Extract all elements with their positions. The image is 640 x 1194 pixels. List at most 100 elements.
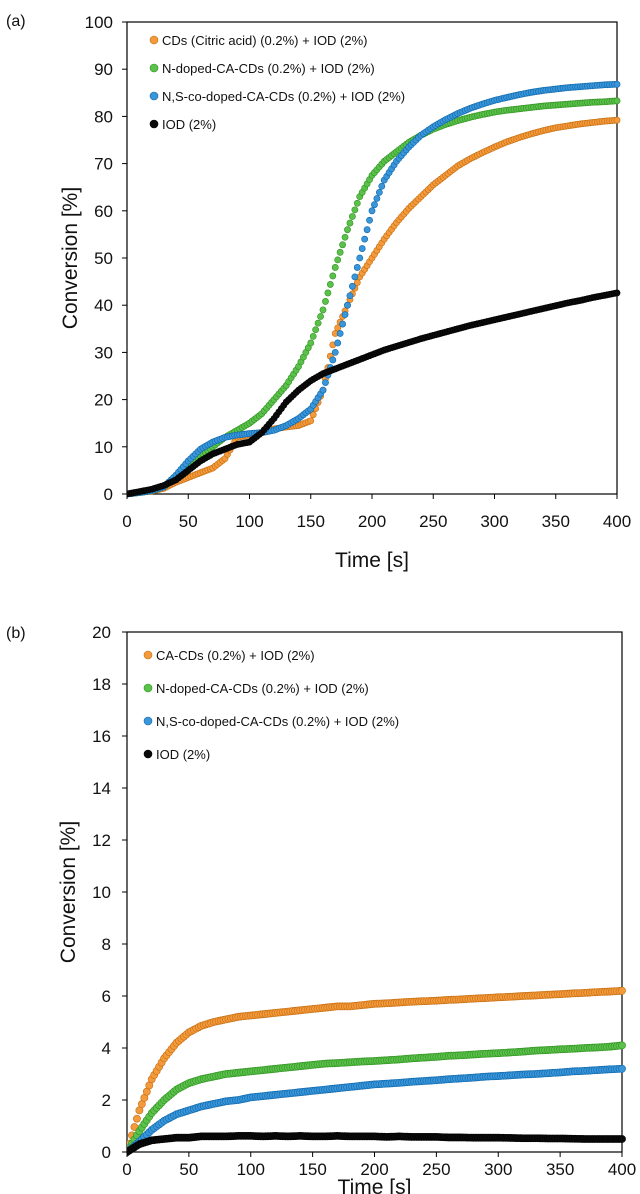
x-tick-label: 300: [480, 512, 508, 531]
x-tick-label: 400: [608, 1160, 636, 1179]
y-tick-label: 80: [94, 107, 113, 126]
x-tick-label: 100: [237, 1160, 265, 1179]
series-marker-fill: [335, 257, 341, 263]
series-marker-fill: [322, 380, 328, 386]
series-marker-fill: [133, 1115, 140, 1122]
series-marker-fill: [342, 312, 348, 318]
data-point: [320, 307, 326, 313]
series-marker-fill: [310, 333, 316, 339]
data-point: [618, 1135, 625, 1142]
x-tick-label: 50: [179, 512, 198, 531]
x-tick-label: 300: [484, 1160, 512, 1179]
legend-marker: [144, 750, 152, 758]
y-tick-label: 18: [92, 675, 111, 694]
series-marker-fill: [366, 217, 372, 223]
legend-marker: [150, 92, 158, 100]
series-marker-fill: [352, 274, 358, 280]
series-marker-fill: [349, 213, 355, 219]
y-tick-label: 0: [102, 1143, 111, 1162]
y-tick-label: 10: [94, 438, 113, 457]
series-marker-fill: [330, 273, 336, 279]
data-point: [344, 227, 350, 233]
series-marker-fill: [371, 202, 377, 208]
data-point: [618, 1042, 625, 1049]
data-point: [614, 290, 620, 296]
x-tick-label: 350: [546, 1160, 574, 1179]
data-point: [344, 302, 350, 308]
y-tick-label: 70: [94, 155, 113, 174]
series-marker-fill: [342, 234, 348, 240]
series-marker-fill: [335, 340, 341, 346]
legend-label: CDs (Citric acid) (0.2%) + IOD (2%): [162, 33, 368, 48]
x-tick-label: 400: [603, 512, 631, 531]
legend-label: N,S-co-doped-CA-CDs (0.2%) + IOD (2%): [162, 89, 405, 104]
series-marker-fill: [337, 330, 343, 336]
legend-marker: [144, 651, 152, 659]
data-point: [357, 255, 363, 261]
legend-label: IOD (2%): [162, 117, 216, 132]
data-point: [618, 1065, 625, 1072]
legend-label: N-doped-CA-CDs (0.2%) + IOD (2%): [156, 681, 369, 696]
series-marker-fill: [349, 283, 355, 289]
y-tick-label: 0: [104, 485, 113, 504]
data-point: [614, 98, 620, 104]
legend: CA-CDs (0.2%) + IOD (2%) N-doped-CA-CDs (…: [144, 648, 399, 762]
x-tick-label: 350: [542, 512, 570, 531]
x-tick-label: 250: [422, 1160, 450, 1179]
legend-marker: [144, 684, 152, 692]
y-tick-label: 20: [92, 623, 111, 642]
series-marker-fill: [322, 298, 328, 304]
y-tick-label: 60: [94, 202, 113, 221]
y-tick-label: 2: [102, 1091, 111, 1110]
panel-label: (a): [6, 13, 26, 30]
data-point: [614, 117, 620, 123]
legend: CDs (Citric acid) (0.2%) + IOD (2%) N-dop…: [150, 33, 405, 132]
series-marker-fill: [362, 236, 368, 242]
y-tick-label: 30: [94, 343, 113, 362]
y-tick-label: 50: [94, 249, 113, 268]
data-point: [614, 81, 620, 87]
y-tick-label: 14: [92, 779, 111, 798]
data-point: [308, 418, 314, 424]
legend-label: CA-CDs (0.2%) + IOD (2%): [156, 648, 315, 663]
x-axis-title: Time [s]: [335, 549, 409, 572]
series-2: [124, 98, 620, 497]
y-tick-label: 6: [102, 987, 111, 1006]
y-tick-label: 40: [94, 296, 113, 315]
series-marker-fill: [330, 357, 336, 363]
series-marker-fill: [359, 245, 365, 251]
legend-label: N-doped-CA-CDs (0.2%) + IOD (2%): [162, 61, 375, 76]
data-point: [320, 387, 326, 393]
series-marker-fill: [374, 195, 380, 201]
data-point: [332, 264, 338, 270]
x-tick-label: 250: [419, 512, 447, 531]
legend-label: IOD (2%): [156, 747, 210, 762]
x-tick-label: 200: [358, 512, 386, 531]
y-tick-label: 16: [92, 727, 111, 746]
x-tick-label: 150: [297, 512, 325, 531]
y-tick-label: 100: [85, 13, 113, 32]
series-marker-fill: [364, 227, 370, 233]
series-marker-fill: [376, 189, 382, 195]
data-point: [618, 987, 625, 994]
series-marker-fill: [347, 293, 353, 299]
y-tick-label: 8: [102, 935, 111, 954]
series-marker-fill: [317, 313, 323, 319]
x-tick-label: 150: [298, 1160, 326, 1179]
series-marker-fill: [354, 264, 360, 270]
y-tick-label: 10: [92, 883, 111, 902]
x-tick-label: 0: [122, 512, 131, 531]
x-axis-title: Time [s]: [338, 1176, 412, 1194]
series-marker-fill: [379, 183, 385, 189]
series-marker-fill: [325, 290, 331, 296]
legend-marker: [150, 36, 158, 44]
x-tick-label: 0: [122, 1160, 131, 1179]
data-point: [369, 208, 375, 214]
x-tick-label: 50: [179, 1160, 198, 1179]
y-tick-label: 90: [94, 60, 113, 79]
y-axis-title: Conversion [%]: [57, 821, 80, 963]
series-4: [124, 290, 620, 497]
data-point: [332, 349, 338, 355]
